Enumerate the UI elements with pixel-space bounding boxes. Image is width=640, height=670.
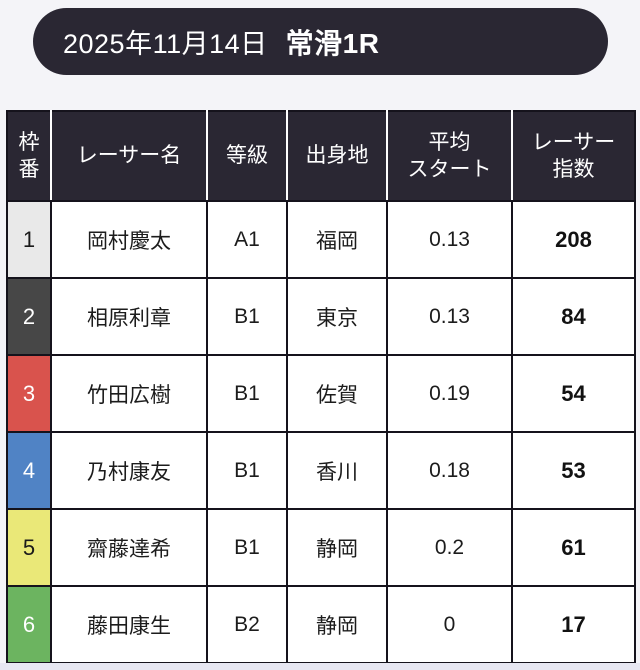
frame-number-cell: 6 (6, 585, 52, 664)
col-header-birthplace: 出身地 (286, 110, 388, 202)
avg-start-cell: 0.2 (386, 508, 513, 587)
racer-row: 4 乃村康友 B1 香川 0.18 53 (6, 431, 636, 510)
racer-table: 枠 番 レーサー名 等級 出身地 平均 スタート レーサー 指数 1 岡村慶太 … (6, 110, 636, 664)
footer-strip (0, 663, 640, 670)
birthplace-cell: 福岡 (286, 200, 388, 279)
racer-name-cell: 乃村康友 (50, 431, 208, 510)
race-header-badge: 2025年11月14日 常滑1R (33, 8, 608, 75)
col-header-grade: 等級 (206, 110, 288, 202)
col-header-racer-index: レーサー 指数 (511, 110, 636, 202)
grade-cell: B1 (206, 431, 288, 510)
birthplace-cell: 静岡 (286, 585, 388, 664)
col-header-frame-number: 枠 番 (6, 110, 52, 202)
frame-number-cell: 2 (6, 277, 52, 356)
col-header-racer-name: レーサー名 (50, 110, 208, 202)
birthplace-cell: 静岡 (286, 508, 388, 587)
avg-start-cell: 0.18 (386, 431, 513, 510)
racer-name-cell: 藤田康生 (50, 585, 208, 664)
racer-index-cell: 17 (511, 585, 636, 664)
grade-cell: B2 (206, 585, 288, 664)
race-title: 常滑1R (285, 27, 380, 59)
frame-number-cell: 1 (6, 200, 52, 279)
racer-name-cell: 竹田広樹 (50, 354, 208, 433)
avg-start-cell: 0.19 (386, 354, 513, 433)
racer-row: 2 相原利章 B1 東京 0.13 84 (6, 277, 636, 356)
avg-start-cell: 0.13 (386, 277, 513, 356)
racer-table-body: 1 岡村慶太 A1 福岡 0.13 208 2 相原利章 B1 東京 0.13 … (6, 200, 636, 664)
racer-index-cell: 208 (511, 200, 636, 279)
frame-number-cell: 3 (6, 354, 52, 433)
frame-number-cell: 4 (6, 431, 52, 510)
avg-start-cell: 0.13 (386, 200, 513, 279)
racer-index-cell: 53 (511, 431, 636, 510)
frame-number-cell: 5 (6, 508, 52, 587)
racer-index-cell: 61 (511, 508, 636, 587)
birthplace-cell: 佐賀 (286, 354, 388, 433)
racer-table-header: 枠 番 レーサー名 等級 出身地 平均 スタート レーサー 指数 (6, 110, 636, 202)
racer-row: 1 岡村慶太 A1 福岡 0.13 208 (6, 200, 636, 279)
col-header-avg-start: 平均 スタート (386, 110, 513, 202)
racer-row: 5 齋藤達希 B1 静岡 0.2 61 (6, 508, 636, 587)
header-row: 枠 番 レーサー名 等級 出身地 平均 スタート レーサー 指数 (6, 110, 636, 202)
grade-cell: B1 (206, 508, 288, 587)
racer-index-cell: 84 (511, 277, 636, 356)
racer-row: 3 竹田広樹 B1 佐賀 0.19 54 (6, 354, 636, 433)
avg-start-cell: 0 (386, 585, 513, 664)
racer-index-cell: 54 (511, 354, 636, 433)
birthplace-cell: 香川 (286, 431, 388, 510)
race-date: 2025年11月14日 (63, 29, 268, 59)
racer-row: 6 藤田康生 B2 静岡 0 17 (6, 585, 636, 664)
birthplace-cell: 東京 (286, 277, 388, 356)
racer-name-cell: 相原利章 (50, 277, 208, 356)
racer-name-cell: 岡村慶太 (50, 200, 208, 279)
grade-cell: B1 (206, 277, 288, 356)
racer-name-cell: 齋藤達希 (50, 508, 208, 587)
grade-cell: A1 (206, 200, 288, 279)
grade-cell: B1 (206, 354, 288, 433)
